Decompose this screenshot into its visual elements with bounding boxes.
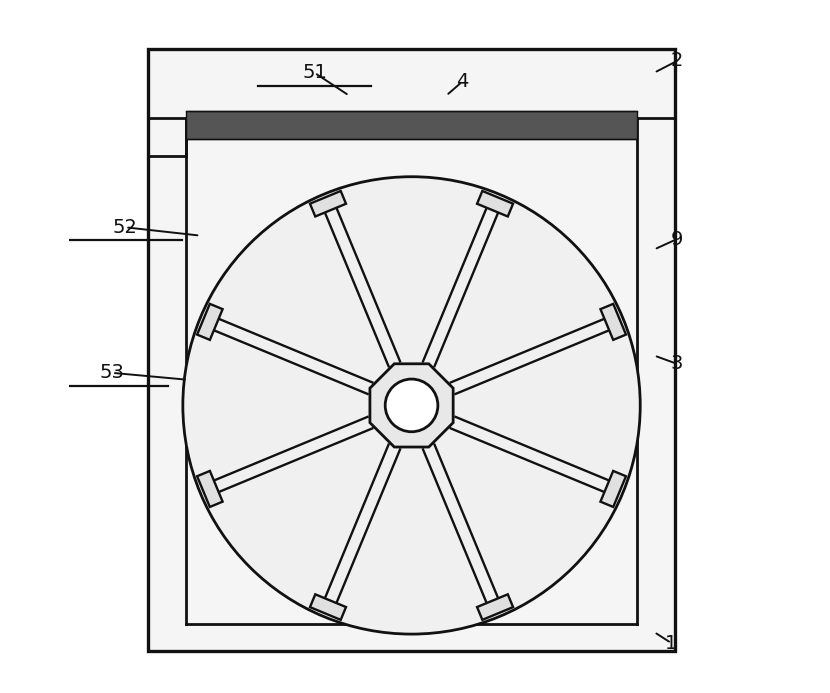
Text: 52: 52 <box>113 218 138 237</box>
Polygon shape <box>370 364 453 447</box>
Polygon shape <box>600 304 626 340</box>
Polygon shape <box>197 304 222 340</box>
Polygon shape <box>477 191 513 216</box>
Bar <box>186 111 637 139</box>
Polygon shape <box>310 595 346 620</box>
Text: 51: 51 <box>302 63 327 82</box>
Text: 53: 53 <box>100 363 124 383</box>
Text: 9: 9 <box>671 229 683 249</box>
Polygon shape <box>600 471 626 507</box>
Text: 1: 1 <box>665 633 677 653</box>
Polygon shape <box>197 471 222 507</box>
Circle shape <box>385 379 438 432</box>
Circle shape <box>183 177 640 634</box>
Bar <box>149 49 675 651</box>
Polygon shape <box>477 595 513 620</box>
Polygon shape <box>310 191 346 216</box>
Text: 2: 2 <box>671 51 683 71</box>
Text: 4: 4 <box>456 72 468 91</box>
Text: 3: 3 <box>671 354 683 374</box>
